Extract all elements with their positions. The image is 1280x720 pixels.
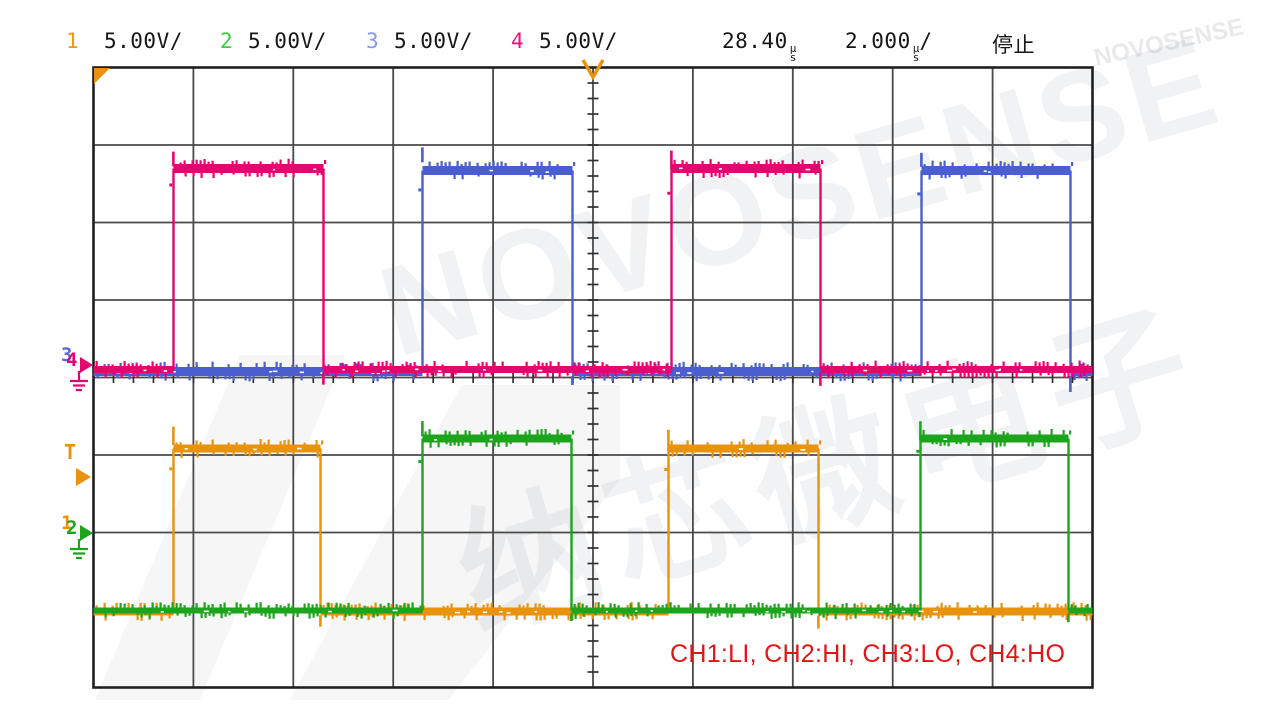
waveform-annotation: CH1:LI, CH2:HI, CH3:LO, CH4:HO <box>670 640 1066 668</box>
markers <box>70 59 605 560</box>
ch2-ground-arrow-icon <box>80 525 93 541</box>
timebase-readout: 2.000 µ s / <box>845 29 933 64</box>
ch2-ground-symbol-icon <box>70 539 88 560</box>
ch4-ground-symbol-icon <box>70 371 88 392</box>
waveform-ch4 <box>93 150 1093 386</box>
channel-2-scale: 5.00V/ <box>248 29 327 53</box>
trigger-time-marker-icon <box>581 59 605 81</box>
channel-1-scale: 5.00V/ <box>104 29 183 53</box>
trigger-level-marker-label: T <box>64 440 77 464</box>
channel-3-scale: 5.00V/ <box>394 29 473 53</box>
delay-readout: 28.40 µ s <box>722 29 797 64</box>
ch4-ground-arrow-icon <box>80 357 93 373</box>
trigger-level-arrow-icon <box>76 468 91 486</box>
waveform-ch2 <box>93 421 1093 623</box>
run-status: 停止 <box>992 33 1035 57</box>
channel-3-number: 3 <box>366 29 380 53</box>
trigger-reference-corner-icon <box>94 68 110 84</box>
ch4-ground-marker-label: 4 <box>66 349 78 371</box>
channel-2-number: 2 <box>220 29 234 53</box>
channel-1-number: 1 <box>66 29 80 53</box>
channel-4-scale: 5.00V/ <box>539 29 618 53</box>
ch2-ground-marker-label: 2 <box>66 517 78 539</box>
ch1-ground-marker-label: 1 <box>61 512 73 534</box>
channel-4-number: 4 <box>511 29 525 53</box>
ch3-ground-marker-label: 3 <box>61 344 73 366</box>
